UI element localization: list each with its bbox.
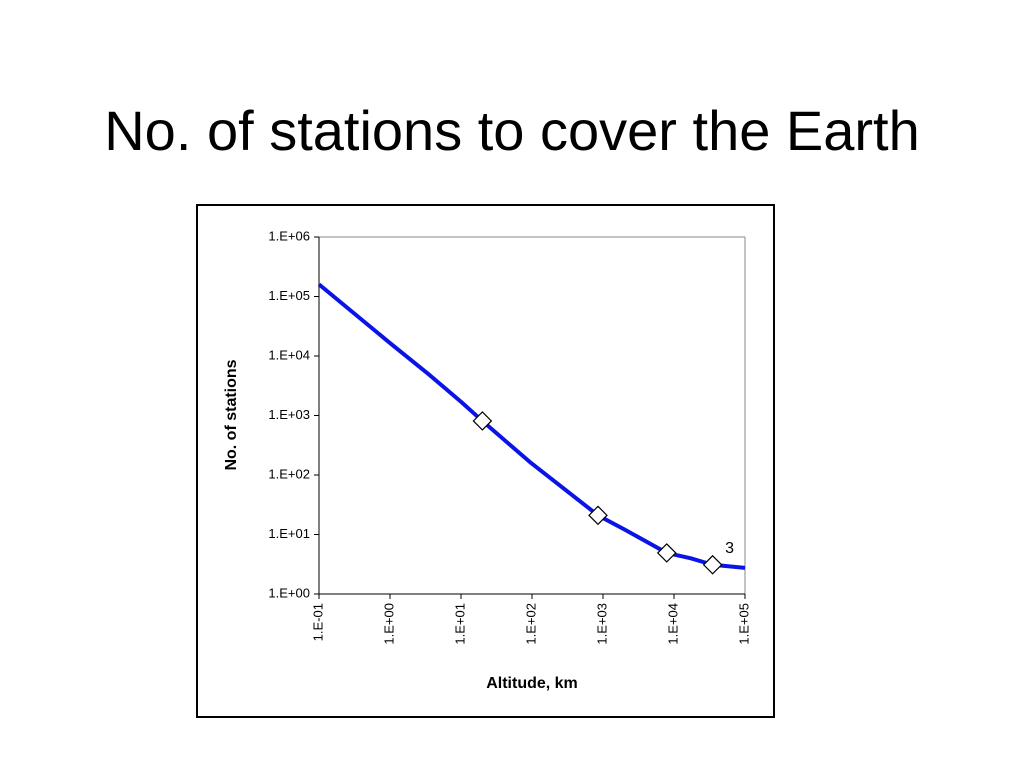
marker xyxy=(702,554,723,575)
chart-frame xyxy=(196,204,775,718)
y-tick-label: 1.E+01 xyxy=(268,526,310,541)
y-tick-label: 1.E+03 xyxy=(268,407,310,422)
x-tick-label: 1.E+04 xyxy=(665,603,680,645)
marker xyxy=(472,411,493,431)
x-tick-label: 1.E+03 xyxy=(594,603,609,645)
x-axis-title: Altitude, km xyxy=(486,675,578,692)
x-tick-label: 1.E+00 xyxy=(381,603,396,645)
y-tick-label: 1.E+06 xyxy=(268,228,310,243)
y-tick-label: 1.E+02 xyxy=(268,466,310,481)
x-tick-label: 1.E-01 xyxy=(310,603,325,641)
marker xyxy=(588,505,608,526)
x-tick-label: 1.E+01 xyxy=(452,603,467,645)
y-tick-label: 1.E+00 xyxy=(268,585,310,600)
data-line xyxy=(317,282,746,570)
data-label: 3 xyxy=(725,540,734,557)
y-axis-title: No. of stations xyxy=(223,359,240,470)
y-tick-label: 1.E+05 xyxy=(268,288,310,303)
x-tick-label: 1.E+05 xyxy=(736,603,751,645)
slide-title: No. of stations to cover the Earth xyxy=(104,99,920,162)
y-tick-label: 1.E+04 xyxy=(268,347,310,362)
x-tick-label: 1.E+02 xyxy=(523,603,538,645)
marker xyxy=(656,543,677,563)
